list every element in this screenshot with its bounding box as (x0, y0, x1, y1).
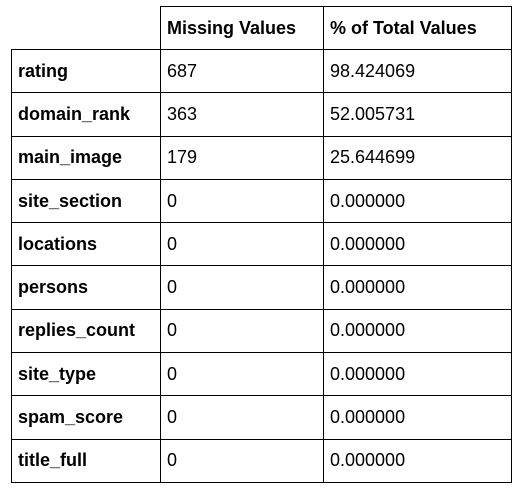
percent-cell: 0.000000 (323, 438, 512, 483)
index-header (12, 7, 161, 50)
table-row: site_type 0 0.000000 (11, 352, 512, 397)
row-index: spam_score (11, 395, 161, 440)
missing-cell: 179 (160, 135, 324, 180)
row-index: locations (11, 222, 161, 267)
missing-cell: 363 (160, 92, 324, 137)
table-row: locations 0 0.000000 (11, 222, 512, 267)
missing-cell: 0 (160, 222, 324, 267)
table-row: rating 687 98.424069 (11, 48, 512, 94)
missing-cell: 0 (160, 265, 324, 310)
missing-cell: 0 (160, 308, 324, 354)
row-index: site_type (11, 352, 161, 397)
missing-cell: 687 (160, 48, 324, 94)
header-row: Missing Values % of Total Values (12, 6, 512, 50)
missing-cell: 0 (160, 395, 324, 440)
percent-total-header: % of Total Values (323, 6, 512, 50)
percent-cell: 0.000000 (323, 222, 512, 267)
row-index: rating (11, 48, 161, 94)
missing-values-header: Missing Values (160, 6, 324, 50)
percent-cell: 0.000000 (323, 395, 512, 440)
row-index: title_full (11, 438, 161, 483)
missing-cell: 0 (160, 178, 324, 224)
table-row: replies_count 0 0.000000 (11, 308, 512, 354)
percent-cell: 52.005731 (323, 92, 512, 137)
table-row: domain_rank 363 52.005731 (11, 92, 512, 137)
table-row: main_image 179 25.644699 (11, 135, 512, 180)
table-container: Missing Values % of Total Values rating … (11, 6, 512, 483)
table-row: spam_score 0 0.000000 (11, 395, 512, 440)
percent-cell: 0.000000 (323, 308, 512, 354)
row-index: site_section (11, 178, 161, 224)
table-row: site_section 0 0.000000 (11, 178, 512, 224)
row-index: replies_count (11, 308, 161, 354)
table-row: title_full 0 0.000000 (11, 438, 512, 483)
percent-cell: 0.000000 (323, 352, 512, 397)
table-row: persons 0 0.000000 (11, 265, 512, 310)
missing-values-table: Missing Values % of Total Values rating … (11, 6, 512, 483)
percent-cell: 0.000000 (323, 178, 512, 224)
percent-cell: 25.644699 (323, 135, 512, 180)
missing-cell: 0 (160, 352, 324, 397)
row-index: persons (11, 265, 161, 310)
missing-cell: 0 (160, 438, 324, 483)
row-index: domain_rank (11, 92, 161, 137)
row-index: main_image (11, 135, 161, 180)
percent-cell: 98.424069 (323, 48, 512, 94)
percent-cell: 0.000000 (323, 265, 512, 310)
